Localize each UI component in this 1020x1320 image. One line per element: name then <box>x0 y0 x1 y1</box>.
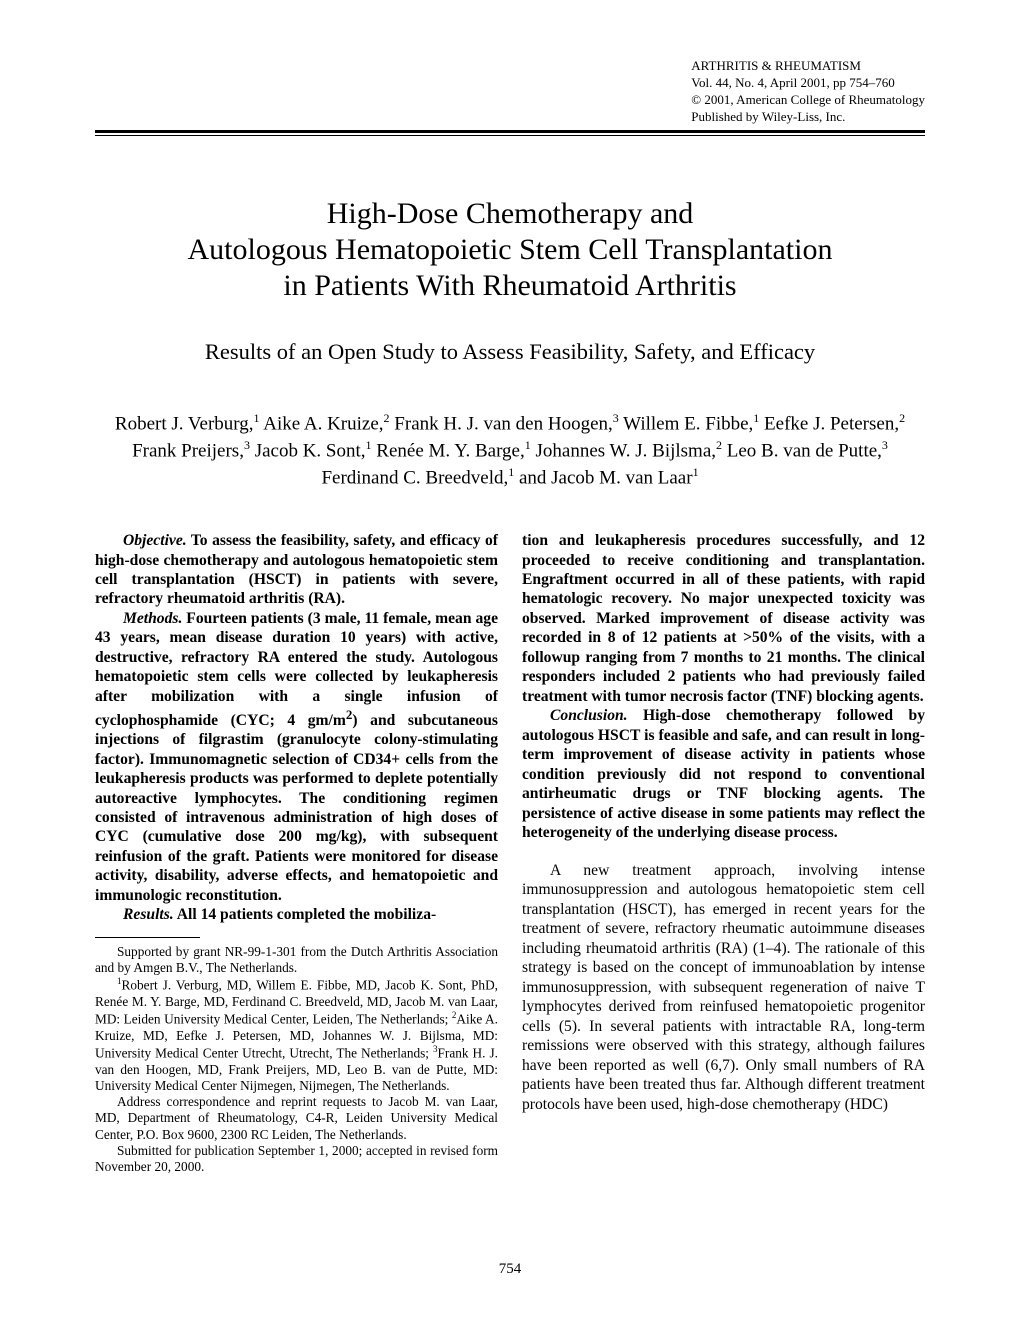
methods-text: Fourteen patients (3 male, 11 female, me… <box>95 610 498 904</box>
footnote-affiliations: 1Robert J. Verburg, MD, Willem E. Fibbe,… <box>95 976 498 1094</box>
author-list: Robert J. Verburg,1 Aike A. Kruize,2 Fra… <box>95 410 925 491</box>
divider-thin <box>95 135 925 136</box>
footnote-divider <box>95 937 200 938</box>
abstract-conclusion: Conclusion. High-dose chemotherapy follo… <box>522 706 925 842</box>
journal-copyright: © 2001, American College of Rheumatology <box>691 92 925 109</box>
conclusion-text: High-dose chemotherapy followed by autol… <box>522 707 925 841</box>
page-number: 754 <box>499 1261 522 1278</box>
left-column: Objective. To assess the feasibility, sa… <box>95 531 498 1175</box>
content-columns: Objective. To assess the feasibility, sa… <box>95 531 925 1175</box>
results-text-2: tion and leukapheresis procedures succes… <box>522 532 925 705</box>
divider-thick <box>95 130 925 133</box>
footnote-support: Supported by grant NR-99-1-301 from the … <box>95 944 498 976</box>
abstract-methods: Methods. Fourteen patients (3 male, 11 f… <box>95 609 498 905</box>
article-subtitle: Results of an Open Study to Assess Feasi… <box>95 338 925 366</box>
conclusion-label: Conclusion. <box>550 707 628 724</box>
title-line-2: Autologous Hematopoietic Stem Cell Trans… <box>188 233 833 266</box>
article-title: High-Dose Chemotherapy and Autologous He… <box>95 196 925 304</box>
title-line-3: in Patients With Rheumatoid Arthritis <box>283 269 736 302</box>
journal-volume: Vol. 44, No. 4, April 2001, pp 754–760 <box>691 75 925 92</box>
intro-paragraph: A new treatment approach, involving inte… <box>522 861 925 1114</box>
right-column: tion and leukapheresis procedures succes… <box>522 531 925 1175</box>
footnote-submitted: Submitted for publication September 1, 2… <box>95 1143 498 1175</box>
results-label: Results. <box>123 906 174 923</box>
methods-label: Methods. <box>123 610 182 627</box>
abstract-objective: Objective. To assess the feasibility, sa… <box>95 531 498 609</box>
footnote-correspondence: Address correspondence and reprint reque… <box>95 1094 498 1143</box>
body-text: A new treatment approach, involving inte… <box>522 861 925 1114</box>
spacer <box>522 843 925 861</box>
objective-label: Objective. <box>123 532 187 549</box>
footnotes-block: Supported by grant NR-99-1-301 from the … <box>95 944 498 1175</box>
journal-name: ARTHRITIS & RHEUMATISM <box>691 58 925 75</box>
results-text-1: All 14 patients completed the mobiliza- <box>174 906 436 923</box>
abstract-results-col2: tion and leukapheresis procedures succes… <box>522 531 925 706</box>
abstract-results-col1: Results. All 14 patients completed the m… <box>95 905 498 924</box>
journal-header: ARTHRITIS & RHEUMATISM Vol. 44, No. 4, A… <box>691 58 925 126</box>
title-line-1: High-Dose Chemotherapy and <box>327 197 694 230</box>
journal-publisher: Published by Wiley-Liss, Inc. <box>691 109 925 126</box>
